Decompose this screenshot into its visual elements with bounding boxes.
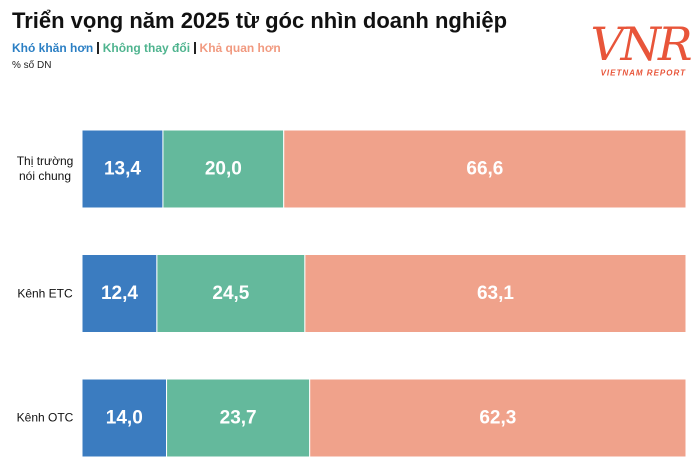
bar-segment <box>309 378 687 458</box>
bar-segment <box>156 254 306 333</box>
bar-segment <box>162 129 285 209</box>
category-label: Kênh ETC <box>17 286 73 300</box>
value-label: 24,5 <box>212 283 249 304</box>
legend-separator <box>194 42 196 54</box>
bar-segment <box>304 254 687 333</box>
chart-title: Triển vọng năm 2025 từ góc nhìn doanh ng… <box>12 8 508 33</box>
value-label: 66,6 <box>466 159 503 180</box>
value-label: 20,0 <box>205 159 242 180</box>
legend-entry: Khả quan hơn <box>199 41 281 55</box>
bar-segment <box>166 378 311 458</box>
value-label: 14,0 <box>106 408 143 429</box>
legend-entry: Khó khăn hơn <box>12 41 94 55</box>
logo-text: VIETNAM REPORT <box>601 69 687 78</box>
bar-segment <box>81 254 158 333</box>
value-label: 62,3 <box>479 408 516 429</box>
logo-mark: VNR <box>590 17 690 71</box>
bar-segment <box>81 129 164 209</box>
category-label: Kênh OTC <box>16 410 74 425</box>
value-label: 63,1 <box>477 283 514 304</box>
unit-note: % số DN <box>12 60 52 71</box>
category-label: Thị trường nói chung <box>16 154 74 183</box>
bar-segment <box>283 129 687 209</box>
value-label: 23,7 <box>220 408 257 429</box>
value-label: 13,4 <box>104 159 141 180</box>
value-label: 12,4 <box>101 283 138 304</box>
legend-separator <box>97 42 99 54</box>
legend-entry: Không thay đổi <box>102 41 191 55</box>
bar-segment <box>81 378 168 458</box>
legend: Khó khăn hơn Không thay đổi Khả quan hơn <box>12 41 281 55</box>
